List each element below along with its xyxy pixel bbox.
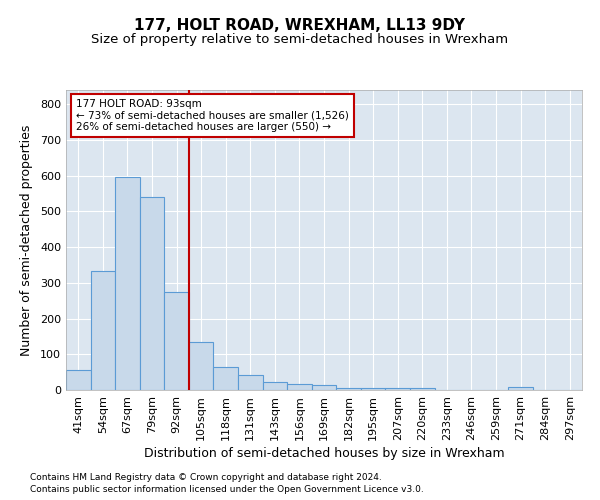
Bar (214, 367, 238, 390)
Bar (336, 388, 361, 390)
Text: Size of property relative to semi-detached houses in Wrexham: Size of property relative to semi-detach… (91, 32, 509, 46)
Bar (91, 271, 115, 390)
Bar (508, 387, 533, 390)
X-axis label: Distribution of semi-detached houses by size in Wrexham: Distribution of semi-detached houses by … (143, 447, 505, 460)
Text: Contains public sector information licensed under the Open Government Licence v3: Contains public sector information licen… (30, 485, 424, 494)
Y-axis label: Number of semi-detached properties: Number of semi-detached properties (20, 124, 33, 356)
Bar (410, 388, 434, 390)
Bar (385, 388, 410, 390)
Bar (238, 375, 263, 390)
Bar (263, 382, 287, 390)
Bar (312, 386, 336, 390)
Bar (115, 177, 140, 390)
Bar (361, 388, 385, 390)
Bar (140, 197, 164, 390)
Bar (164, 292, 189, 390)
Text: Contains HM Land Registry data © Crown copyright and database right 2024.: Contains HM Land Registry data © Crown c… (30, 472, 382, 482)
Bar (189, 342, 214, 390)
Bar (287, 384, 312, 390)
Text: 177, HOLT ROAD, WREXHAM, LL13 9DY: 177, HOLT ROAD, WREXHAM, LL13 9DY (134, 18, 466, 32)
Text: 177 HOLT ROAD: 93sqm
← 73% of semi-detached houses are smaller (1,526)
26% of se: 177 HOLT ROAD: 93sqm ← 73% of semi-detac… (76, 99, 349, 132)
Bar (66, 370, 91, 390)
